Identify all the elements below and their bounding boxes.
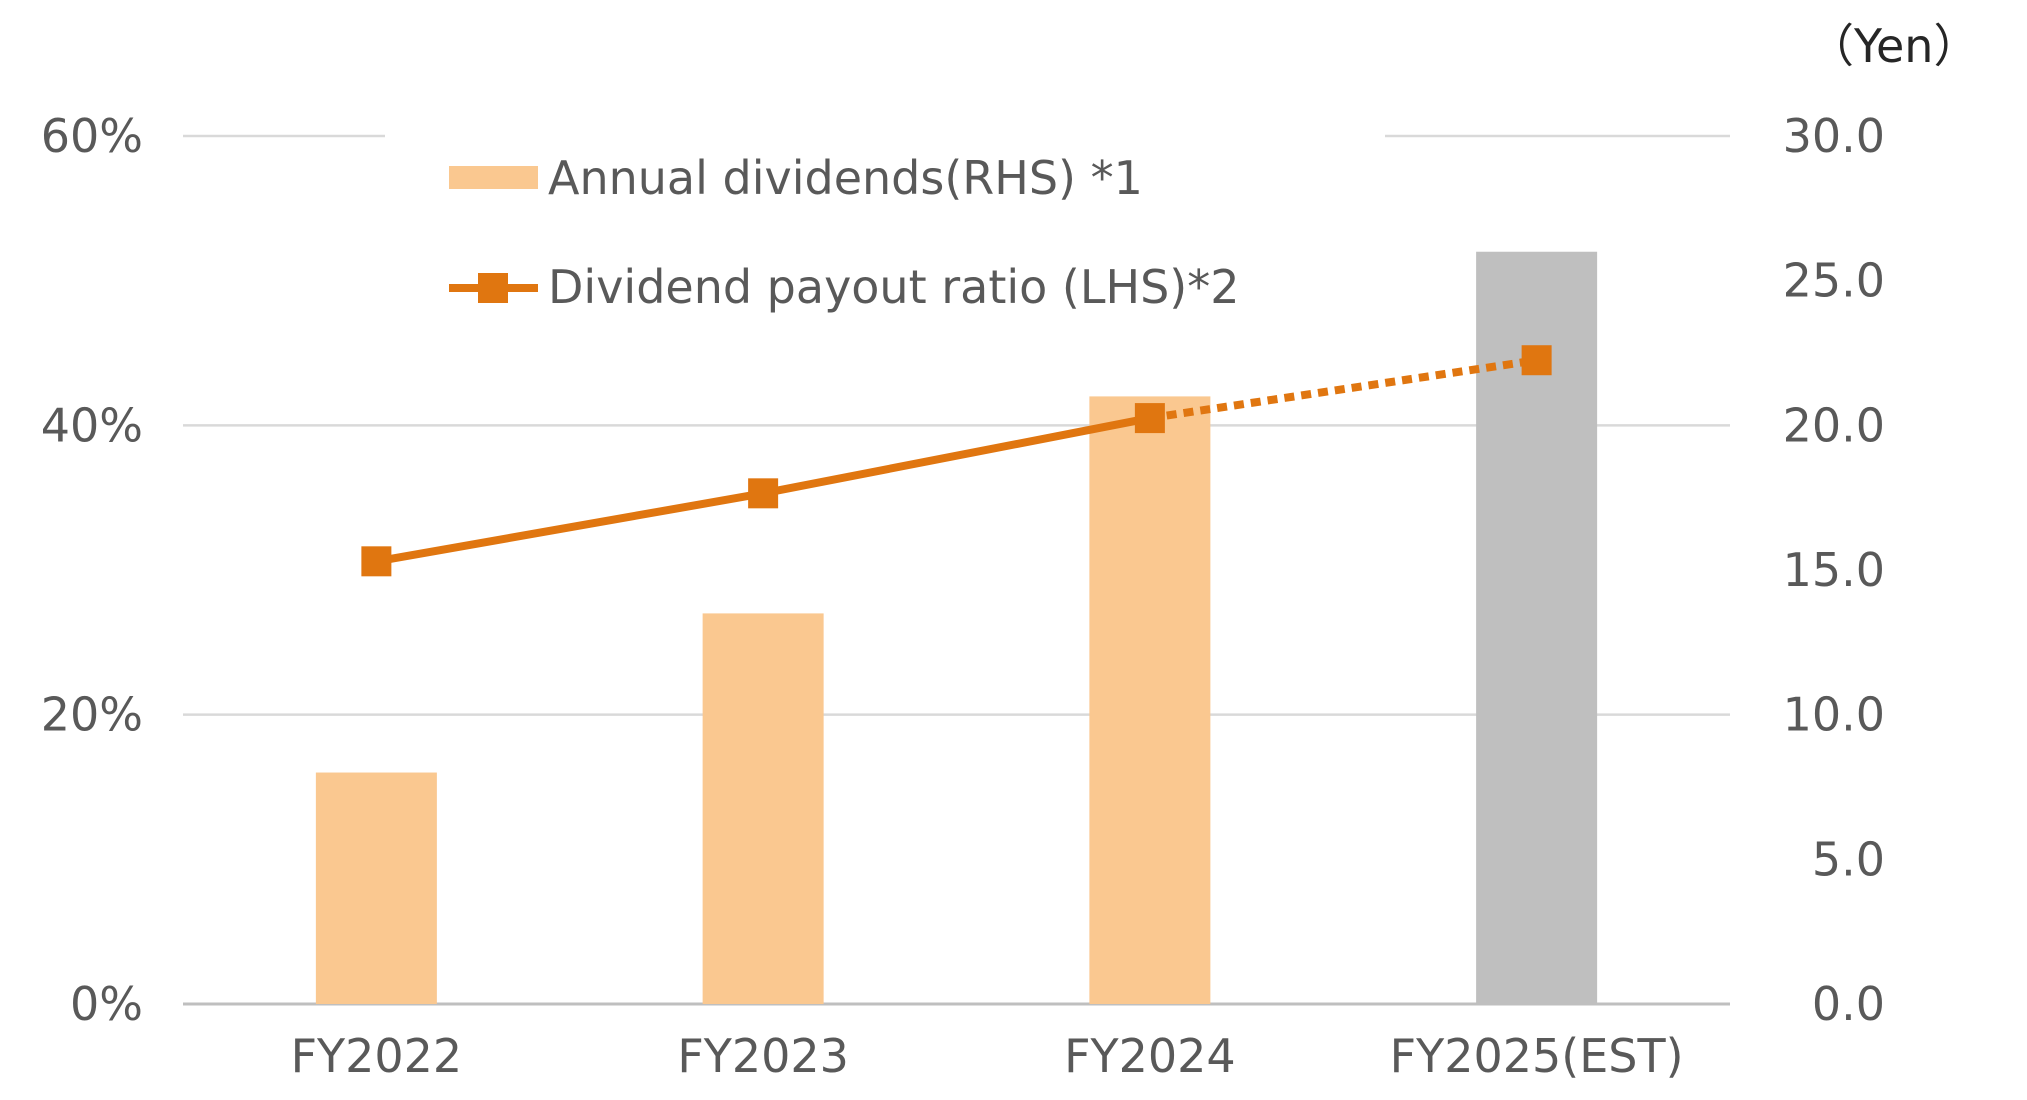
legend-label-annual-dividends: Annual dividends(RHS) *1 bbox=[548, 151, 1143, 205]
left-axis-tick-label: 0% bbox=[70, 977, 143, 1031]
right-axis-unit-label: （Yen） bbox=[1808, 19, 1979, 73]
payout-ratio-marker bbox=[1134, 403, 1165, 434]
left-axis-tick-label: 40% bbox=[41, 398, 143, 452]
right-axis-tick-label: 0.0 bbox=[1812, 977, 1885, 1031]
line-series bbox=[361, 345, 1552, 577]
x-axis-tick-label: FY2024 bbox=[1064, 1029, 1236, 1083]
legend-background bbox=[385, 120, 1385, 320]
x-axis-tick-label: FY2022 bbox=[291, 1029, 463, 1083]
bar-annual-dividends bbox=[702, 613, 824, 1004]
right-axis-tick-label: 15.0 bbox=[1783, 543, 1885, 597]
legend-marker-payout-ratio bbox=[478, 273, 508, 303]
right-axis-tick-label: 20.0 bbox=[1783, 398, 1885, 452]
right-axis-tick-label: 25.0 bbox=[1783, 254, 1885, 308]
right-axis-tick-label: 5.0 bbox=[1812, 832, 1885, 886]
x-axis-tick-label: FY2025(EST) bbox=[1390, 1029, 1684, 1083]
bar-annual-dividends bbox=[1089, 396, 1211, 1004]
x-axis-tick-label: FY2023 bbox=[677, 1029, 849, 1083]
legend-label-payout-ratio: Dividend payout ratio (LHS)*2 bbox=[548, 260, 1240, 314]
payout-ratio-marker bbox=[361, 546, 392, 577]
bar-series bbox=[315, 251, 1598, 1004]
right-axis-tick-label: 30.0 bbox=[1783, 109, 1885, 163]
left-axis-tick-label: 20% bbox=[41, 688, 143, 742]
payout-ratio-marker bbox=[1521, 345, 1552, 376]
payout-ratio-line-estimate bbox=[1149, 356, 1538, 423]
bar-annual-dividends bbox=[1476, 251, 1598, 1004]
payout-ratio-marker bbox=[748, 478, 779, 509]
legend-swatch-annual-dividends bbox=[449, 166, 538, 189]
left-axis-tick-label: 60% bbox=[41, 109, 143, 163]
bar-annual-dividends bbox=[315, 772, 437, 1004]
right-axis-tick-label: 10.0 bbox=[1783, 688, 1885, 742]
axes: 0% 20% 40% 60% 0.0 5.0 10.0 15.0 20.0 25.0 30.0 FY2… bbox=[41, 109, 1885, 1083]
legend: Annual dividends(RHS) *1 Dividend payout… bbox=[449, 151, 1240, 314]
